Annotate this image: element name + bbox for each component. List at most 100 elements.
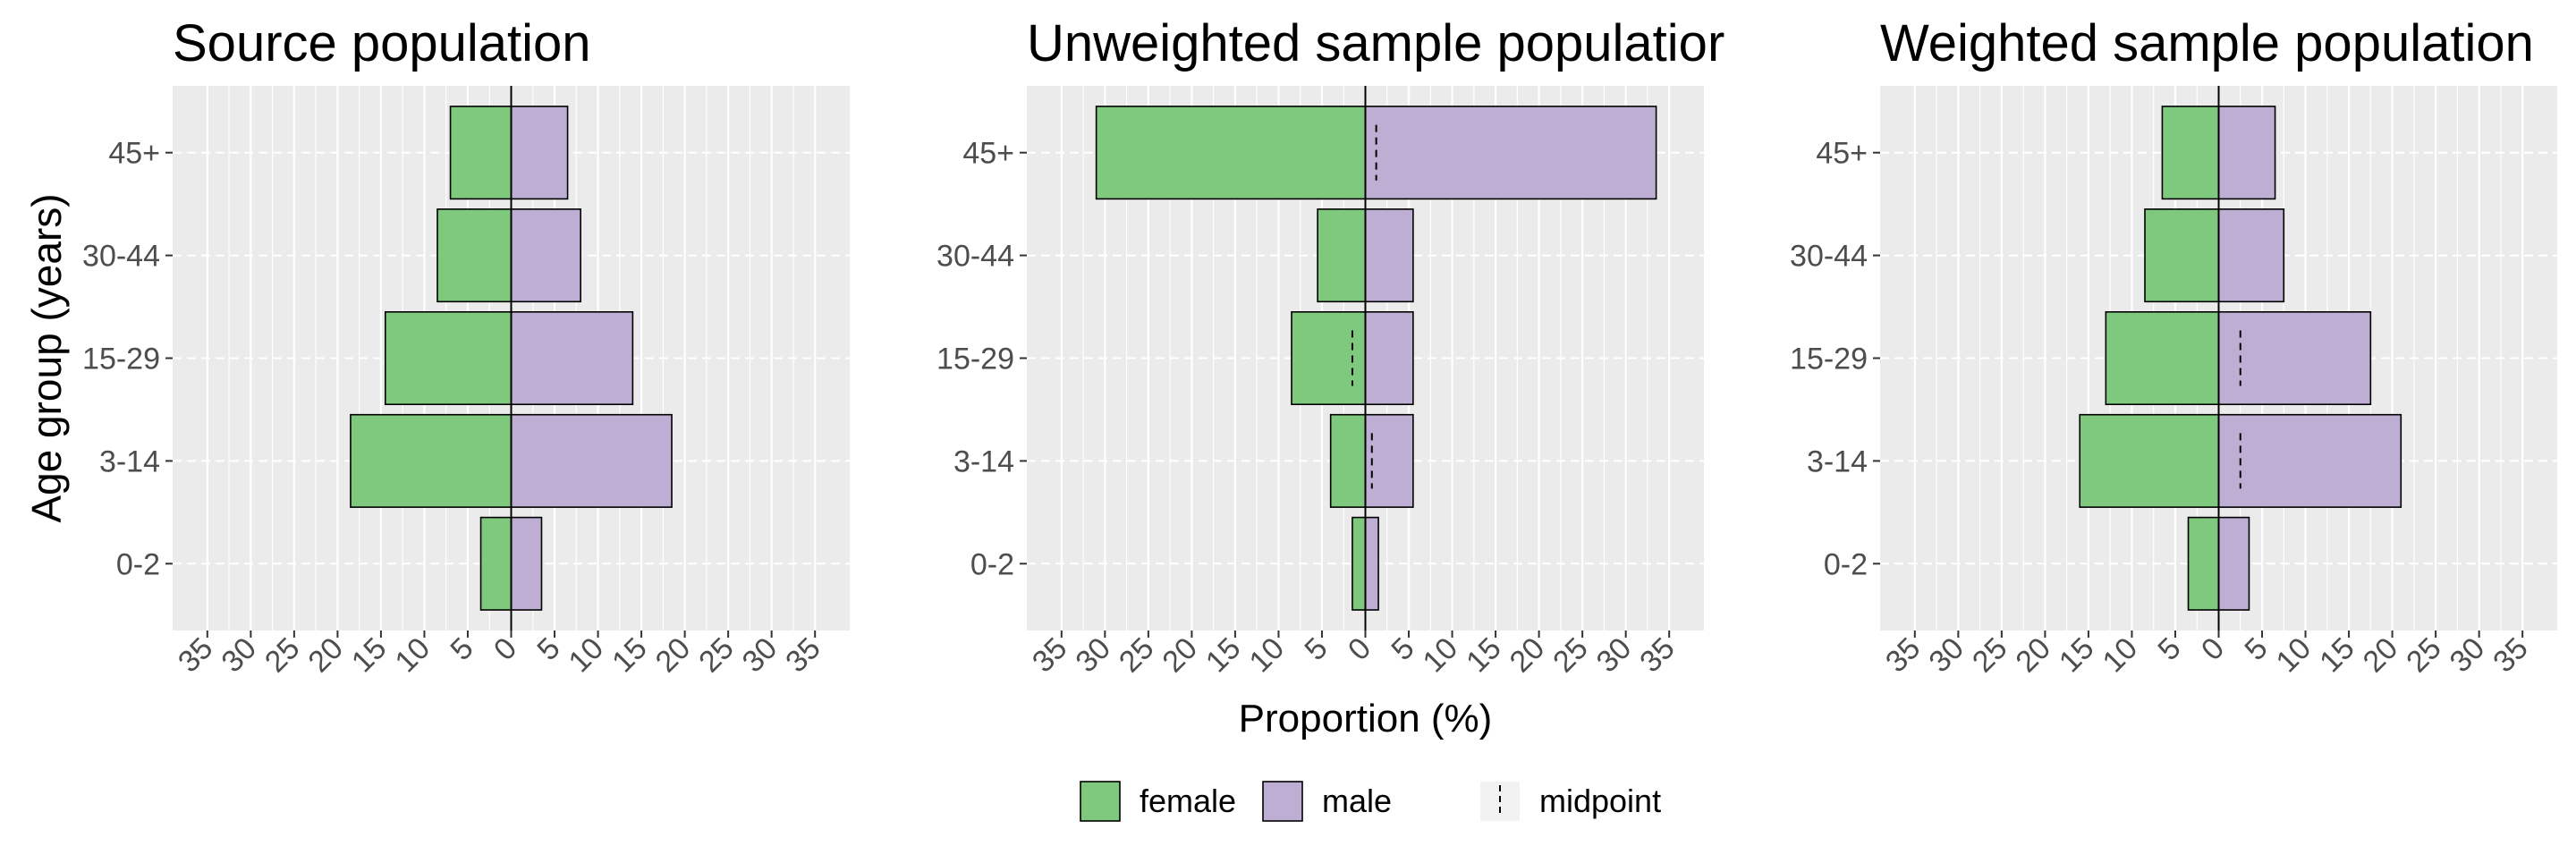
bar-female-3-14 [2079, 413, 2220, 508]
x-tick-label: 15 [1199, 631, 1248, 680]
bar-male-45+ [510, 106, 569, 200]
bar-male-30-44 [1364, 208, 1414, 303]
chart-title: Weighted sample population [1880, 14, 2534, 72]
x-tick-label: 30 [215, 631, 263, 680]
x-tick-label: 0 [487, 631, 523, 667]
legend-key-female [1080, 781, 1121, 822]
y-tick-label: 15-29 [936, 343, 1014, 377]
bar-male-45+ [2217, 106, 2276, 200]
x-tick-label: 0 [1342, 631, 1377, 667]
x-tick-label: 20 [301, 631, 350, 680]
x-tick-label: 10 [1417, 631, 1465, 680]
legend-label-midpoint: midpoint [1539, 783, 1661, 819]
bar-female-0-2 [2187, 516, 2220, 611]
bar-female-0-2 [1352, 516, 1367, 611]
bar-female-3-14 [350, 413, 513, 508]
x-tick-label: 20 [1156, 631, 1204, 680]
x-axis-label: Proportion (%) [1239, 697, 1493, 740]
x-tick-label: 5 [530, 631, 566, 667]
x-tick-label: 10 [1242, 631, 1291, 680]
y-tick-label: 45+ [1816, 137, 1868, 171]
x-tick-label: 30 [1922, 631, 1970, 680]
bar-male-15-29 [1364, 310, 1414, 406]
x-tick-label: 35 [1633, 631, 1682, 680]
x-tick-label: 20 [2009, 631, 2057, 680]
x-tick-label: 5 [2238, 631, 2274, 667]
x-tick-label: 25 [1546, 631, 1595, 680]
bar-male-15-29 [2217, 310, 2372, 406]
legend-key-male [1262, 781, 1303, 822]
legend-label-male: male [1322, 783, 1392, 819]
x-tick-label: 15 [1460, 631, 1508, 680]
y-tick-label: 30-44 [1790, 240, 1868, 274]
x-tick-label: 5 [1385, 631, 1420, 667]
x-tick-label: 25 [2400, 631, 2448, 680]
bar-male-0-2 [1364, 516, 1379, 611]
x-tick-label: 35 [2487, 631, 2535, 680]
x-tick-label: 10 [563, 631, 611, 680]
x-tick-label: 5 [444, 631, 479, 667]
x-tick-label: 5 [1298, 631, 1334, 667]
x-tick-label: 30 [2444, 631, 2492, 680]
bar-female-30-44 [436, 208, 513, 303]
y-tick-label: 0-2 [1824, 547, 1868, 581]
x-tick-label: 25 [1966, 631, 2014, 680]
legend: female male midpoint [1080, 781, 1661, 822]
bar-female-3-14 [1329, 413, 1367, 508]
bar-female-30-44 [2144, 208, 2220, 303]
x-tick-label: 15 [606, 631, 654, 680]
x-tick-label: 0 [2195, 631, 2231, 667]
bar-male-0-2 [510, 516, 543, 611]
bar-male-3-14 [1364, 413, 1414, 508]
y-tick-label: 3-14 [99, 444, 160, 478]
bar-female-15-29 [1291, 310, 1367, 406]
x-tick-label: 20 [1504, 631, 1552, 680]
y-axis-label: Age group (years) [23, 193, 70, 522]
bar-female-0-2 [479, 516, 513, 611]
y-tick-label: 30-44 [82, 240, 160, 274]
x-tick-label: 15 [2053, 631, 2101, 680]
x-tick-label: 10 [388, 631, 436, 680]
bar-female-15-29 [384, 310, 513, 406]
x-tick-label: 5 [2151, 631, 2187, 667]
chart-title: Source population [173, 14, 591, 72]
x-tick-label: 30 [736, 631, 784, 680]
chart-title: Unweighted sample populatior [1027, 14, 1724, 72]
x-tick-label: 25 [1113, 631, 1161, 680]
x-tick-label: 15 [2313, 631, 2361, 680]
x-tick-label: 35 [172, 631, 220, 680]
bar-male-45+ [1364, 106, 1657, 200]
x-tick-label: 25 [258, 631, 307, 680]
y-tick-label: 3-14 [1807, 444, 1868, 478]
bar-female-45+ [1095, 106, 1367, 200]
bar-male-15-29 [510, 310, 634, 406]
y-tick-label: 15-29 [82, 343, 160, 377]
y-tick-label: 0-2 [970, 547, 1014, 581]
y-tick-label: 3-14 [953, 444, 1014, 478]
x-tick-label: 30 [1069, 631, 1117, 680]
bar-male-30-44 [510, 208, 581, 303]
x-tick-label: 10 [2096, 631, 2144, 680]
x-tick-label: 20 [649, 631, 698, 680]
x-tick-label: 35 [779, 631, 827, 680]
x-tick-label: 30 [1590, 631, 1639, 680]
x-tick-label: 15 [345, 631, 394, 680]
bar-female-45+ [449, 106, 513, 200]
bar-female-45+ [2161, 106, 2220, 200]
bar-male-30-44 [2217, 208, 2285, 303]
x-tick-label: 25 [692, 631, 741, 680]
bar-male-3-14 [510, 413, 673, 508]
y-tick-label: 0-2 [116, 547, 160, 581]
x-tick-label: 35 [1879, 631, 1928, 680]
y-tick-label: 30-44 [936, 240, 1014, 274]
x-tick-label: 35 [1026, 631, 1074, 680]
x-tick-label: 10 [2270, 631, 2318, 680]
bar-male-0-2 [2217, 516, 2250, 611]
y-tick-label: 45+ [108, 137, 160, 171]
legend-label-female: female [1140, 783, 1236, 819]
y-tick-label: 45+ [962, 137, 1014, 171]
